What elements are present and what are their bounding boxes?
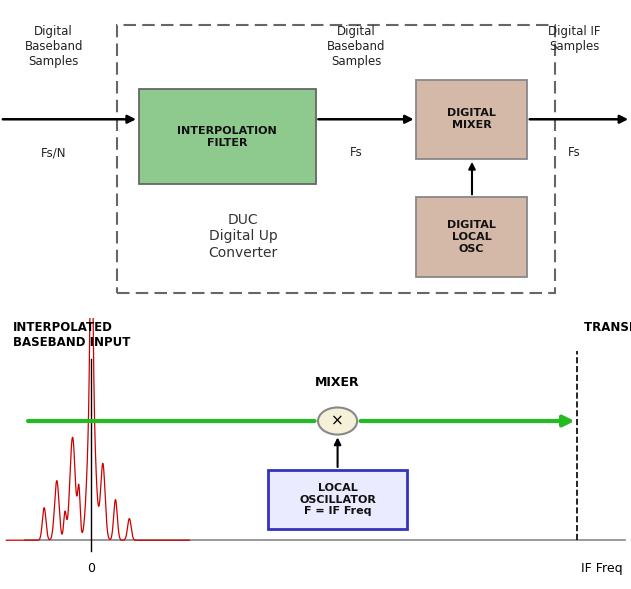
Text: INTERPOLATED
BASEBAND INPUT: INTERPOLATED BASEBAND INPUT: [13, 321, 130, 349]
Text: DIGITAL
MIXER: DIGITAL MIXER: [447, 108, 496, 130]
Text: 0: 0: [88, 562, 95, 575]
Text: INTERPOLATION
FILTER: INTERPOLATION FILTER: [177, 126, 277, 148]
Text: LOCAL
OSCILLATOR
F = IF Freq: LOCAL OSCILLATOR F = IF Freq: [299, 483, 376, 516]
Bar: [416, 80, 527, 159]
Bar: [416, 197, 527, 277]
Bar: [268, 470, 407, 530]
Text: Fs: Fs: [568, 146, 581, 159]
Text: IF Freq: IF Freq: [581, 562, 622, 575]
Text: DUC
Digital Up
Converter: DUC Digital Up Converter: [208, 213, 278, 260]
Text: Fs/N: Fs/N: [41, 146, 66, 159]
Bar: [139, 89, 316, 184]
Bar: [117, 25, 555, 293]
Text: Digital
Baseband
Samples: Digital Baseband Samples: [327, 25, 386, 68]
Ellipse shape: [318, 408, 357, 435]
Text: Fs: Fs: [350, 146, 363, 159]
Text: Digital
Baseband
Samples: Digital Baseband Samples: [25, 25, 83, 68]
Text: ×: ×: [331, 413, 344, 429]
Text: Digital IF
Samples: Digital IF Samples: [548, 25, 601, 54]
Text: DIGITAL
LOCAL
OSC: DIGITAL LOCAL OSC: [447, 220, 496, 253]
Text: MIXER: MIXER: [316, 376, 360, 389]
Text: TRANSLATED OUTPUT: TRANSLATED OUTPUT: [584, 321, 631, 334]
